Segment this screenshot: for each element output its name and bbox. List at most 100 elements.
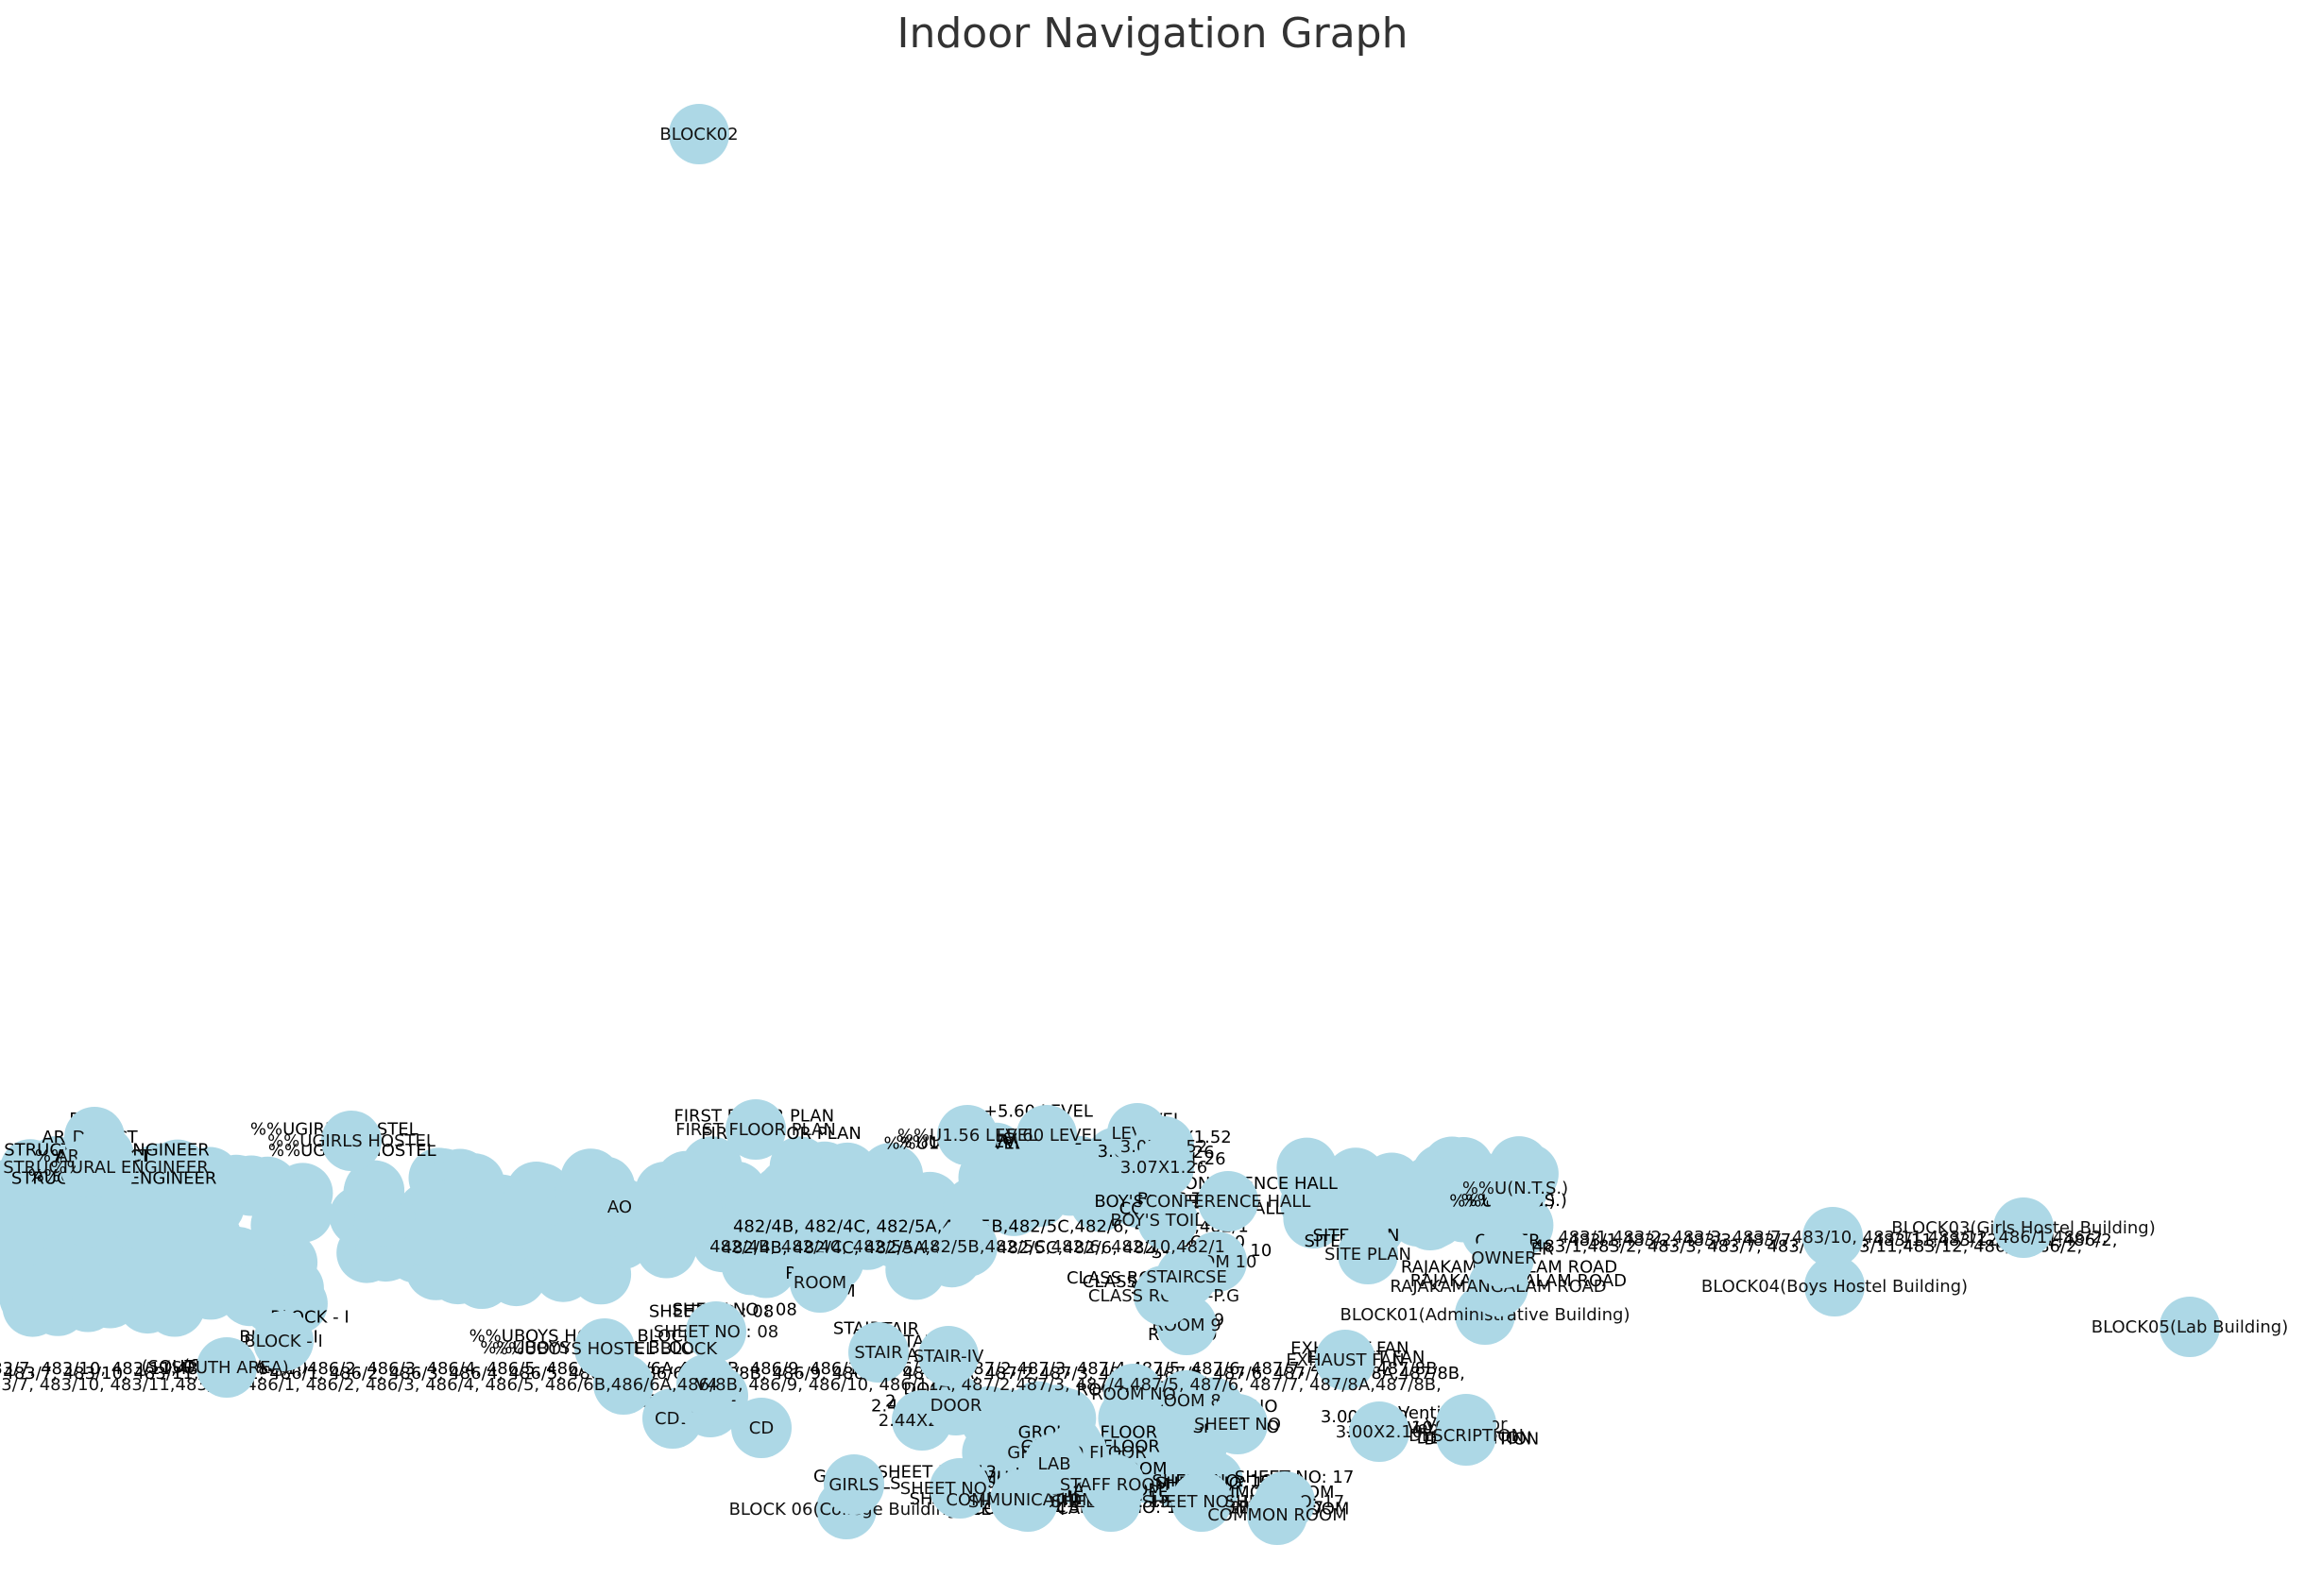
node-circle [1084,1454,1145,1515]
graph-node-293 [1007,1381,1068,1442]
node-label: FIRST FLOOR PLAN [675,1120,836,1140]
node-label: (SOUTH AREA) [164,1358,289,1378]
graph-node-148 [447,1235,507,1296]
graph-node: AO [589,1177,650,1237]
node-label: LAB [1037,1454,1070,1474]
node-circle [669,104,729,164]
graph-node-66 [168,1148,230,1209]
node-label: V4 [695,1375,718,1395]
graph-node: %%UGIRLS HOSTEL [267,1111,435,1171]
node-circle [589,1177,650,1237]
node-label: BLOCK02 [659,125,738,144]
node-circle [1207,1394,1268,1454]
node-label: EXHAUST FAN [1286,1350,1404,1370]
node-circle [926,1375,986,1435]
graph-node: SITE PLAN [1324,1224,1411,1284]
node-circle [726,1099,786,1160]
node-circle [1156,1370,1217,1431]
node-label: STAIR-IV [913,1347,984,1367]
graph-node: 482/4B, 482/4C, 482/5A,482/5B,482/5C,482… [709,1216,1225,1277]
graph-node: SHEET NO [1194,1394,1281,1454]
node-label: STAFF ROOM [1060,1475,1170,1495]
graph-node: COMMON ROOM [1207,1485,1347,1545]
node-label: +5.60 LEVEL [992,1126,1101,1146]
node-label: %%U1.56 LEVEL [897,1126,1037,1146]
node-circle [676,1354,737,1415]
graph-node: STRUCTURAL ENGINEER [3,1137,209,1197]
graph-node: OWNER [1471,1228,1537,1288]
node-label: BLOCK03(Girls Hostel Building) [1891,1218,2155,1238]
graph-node: BOY'S TOILET [1110,1190,1226,1250]
node-label: CD [749,1418,774,1438]
node-circle [76,1137,136,1197]
node-label: BLOCK04(Boys Hostel Building) [1701,1277,1968,1297]
node-circle [1436,1405,1496,1466]
graph-node: SHEET NO : 08 [654,1301,778,1362]
graph-node: +5.60 LEVEL [992,1105,1101,1165]
graph-node: 482/1,483/2, 483/3, 483/7, 483/10, 483/1… [0,1354,1442,1415]
node-label: AO [607,1197,632,1217]
node-label: STAIRCSE [1146,1267,1227,1287]
node-label: ROOM [794,1273,846,1293]
graph-node-147 [533,1241,594,1302]
node-circle [790,1252,850,1313]
node-circle [1315,1330,1375,1390]
graph-node: STAFF ROOM [1060,1454,1170,1515]
graph-node: %%U1.56 LEVEL [897,1105,1037,1165]
graph-node-85 [250,1195,312,1256]
graph-node-145 [344,1160,405,1221]
graph-node: V4 [676,1354,737,1415]
node-label: ROOM 8 [1152,1391,1221,1411]
node-label: ROOM NO [1091,1384,1176,1404]
graph-node: ROOM [790,1252,850,1313]
node-circle [1247,1485,1307,1545]
graph-node-208 [760,1209,822,1270]
node-label: DESCRIPTION [1409,1426,1524,1446]
node-layer: BLOCK02 BLOCK03(Girls Hostel Building) BLO… [0,104,2288,1545]
node-circle [1171,1471,1232,1532]
node-label: GIRLS [828,1475,879,1495]
node-circle [731,1398,792,1458]
node-circle [1198,1171,1258,1231]
graph-node: 3.07X1.26 [1120,1137,1207,1197]
graph-node: ROOM NO [1091,1364,1176,1424]
node-circle [937,1216,998,1277]
node-circle [1137,1190,1198,1250]
graph-node: BLOCK04(Boys Hostel Building) [1701,1256,1968,1316]
node-label: %%UBOYS HOSTEL BLOCK [492,1339,718,1359]
node-circle [1156,1247,1217,1307]
node-label: STRUCTURAL ENGINEER [3,1158,209,1178]
node-label: SHEET NO [1194,1415,1281,1435]
node-circle [1134,1137,1194,1197]
node-circle [824,1454,884,1515]
graph-node: %%UBOYS HOSTEL BLOCK [492,1318,718,1379]
node-circle [930,1458,990,1519]
graph-node: DESCRIPTION [1409,1405,1524,1466]
node-label: BLOCK05(Lab Building) [2092,1317,2288,1337]
graph-node-207 [636,1217,697,1279]
node-circle [1993,1197,2054,1258]
graph-node: CD [731,1398,792,1458]
graph-node: EXHAUST FAN [1286,1330,1405,1390]
graph-node-89 [172,1253,233,1315]
node-circle [1024,1434,1084,1494]
node-label: BLOCK01(Administrative Building) [1340,1305,1631,1325]
graph-node: GIRLS [824,1454,884,1515]
node-circle [1802,1207,1863,1267]
graph-node-144 [492,1185,554,1247]
graph-node-87 [219,1265,281,1327]
graph-node-81 [11,1263,73,1324]
graph-node-264 [1379,1164,1441,1226]
overlap-label: 482/4B, 482/4C, 482/5A,482/5B,482/5C,482… [733,1217,1249,1237]
node-label: %%U(N.T.S.) [1462,1179,1568,1198]
node-label: SITE PLAN [1324,1245,1411,1265]
node-circle [1474,1228,1534,1288]
node-label: BOY'S TOILET [1110,1211,1225,1231]
node-label: COMMUNICATION [946,1490,1094,1510]
node-label: CONFERENCE HALL [1146,1192,1311,1212]
node-label: STAIR [854,1343,902,1363]
node-circle [848,1322,909,1383]
graph-node: ROOM 8 [1152,1370,1221,1431]
node-circle [1338,1224,1398,1284]
